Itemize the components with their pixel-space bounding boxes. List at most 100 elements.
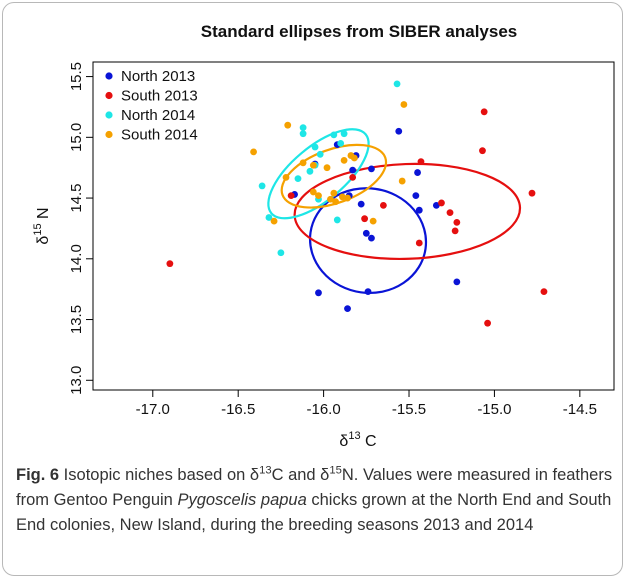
- legend-label: North 2014: [121, 107, 195, 124]
- legend-marker: [105, 130, 113, 139]
- siber-scatter-chart: Standard ellipses from SIBER analyses -1…: [32, 22, 615, 450]
- data-point: [379, 201, 387, 209]
- data-point: [479, 147, 486, 155]
- data-point: [480, 108, 488, 116]
- standard-ellipse: [308, 187, 428, 295]
- data-point: [309, 161, 317, 169]
- standard-ellipse: [293, 162, 522, 261]
- data-point: [299, 124, 307, 131]
- data-point: [364, 288, 372, 295]
- data-point: [330, 131, 338, 139]
- data-point: [323, 164, 331, 172]
- data-point: [349, 166, 357, 174]
- data-point: [311, 143, 319, 151]
- data-point: [344, 194, 351, 202]
- data-point: [451, 227, 459, 235]
- y-tick-label: 15.5: [68, 62, 85, 91]
- data-point: [166, 260, 174, 268]
- y-tick-label: 13.5: [68, 305, 85, 334]
- x-tick-label: -17.0: [136, 401, 170, 418]
- data-point: [344, 305, 351, 313]
- standard-ellipse: [280, 143, 388, 209]
- data-point: [340, 157, 348, 164]
- legend: North 2013 South 2013 North 2014 South 2014: [105, 68, 198, 144]
- figure-label: Fig. 6: [16, 466, 60, 484]
- data-point: [330, 189, 338, 197]
- y-axis-label-delta: δ: [35, 236, 52, 245]
- data-point: [432, 201, 440, 209]
- x-tick-label: -15.0: [477, 401, 511, 418]
- data-point: [299, 159, 307, 167]
- legend-marker: [105, 72, 113, 80]
- points-layer: [166, 80, 548, 327]
- y-axis-label-element: N: [35, 207, 52, 223]
- caption-superscript-1: 13: [259, 464, 272, 477]
- data-point: [327, 195, 334, 203]
- data-point: [361, 215, 369, 223]
- data-point: [270, 217, 278, 225]
- x-tick-label: -14.5: [563, 401, 597, 418]
- legend-marker: [105, 91, 113, 100]
- data-point: [453, 278, 461, 286]
- x-axis-label: δ13 C: [339, 430, 376, 450]
- data-point: [369, 217, 377, 225]
- data-point: [417, 158, 425, 166]
- y-axis: 13.0 13.5 14.0 14.5 15.0 15.5: [68, 62, 93, 395]
- y-tick-label: 15.0: [68, 123, 85, 152]
- data-point: [309, 188, 317, 196]
- data-point: [484, 319, 491, 327]
- data-point: [258, 182, 266, 190]
- data-point: [415, 206, 423, 214]
- data-point: [250, 148, 257, 156]
- data-point: [368, 234, 375, 242]
- data-point: [398, 177, 406, 185]
- caption-species-name: Pygoscelis papua: [177, 491, 307, 509]
- data-point: [400, 101, 408, 108]
- data-point: [287, 192, 295, 200]
- y-tick-label: 14.5: [68, 183, 85, 212]
- figure-caption: Fig. 6 Isotopic niches based on δ13C and…: [16, 463, 616, 538]
- chart-title: Standard ellipses from SIBER analyses: [201, 22, 518, 41]
- x-axis-label-delta: δ: [339, 433, 348, 450]
- x-tick-label: -15.5: [392, 401, 426, 418]
- data-point: [338, 193, 346, 201]
- caption-text-2: C and δ: [271, 466, 330, 484]
- data-point: [277, 249, 285, 257]
- legend-label: South 2014: [121, 127, 198, 144]
- data-point: [368, 165, 375, 173]
- x-axis: -17.0 -16.5 -16.0 -15.5 -15.0 -14.5: [136, 390, 597, 418]
- data-point: [299, 130, 307, 138]
- data-point: [332, 198, 339, 206]
- x-axis-label-element: C: [361, 433, 377, 450]
- data-point: [446, 209, 454, 217]
- data-point: [412, 192, 420, 200]
- x-axis-label-superscript: 13: [348, 430, 360, 442]
- data-point: [333, 216, 341, 224]
- data-point: [265, 214, 273, 221]
- data-point: [414, 169, 421, 176]
- data-point: [284, 121, 292, 129]
- data-point: [393, 80, 401, 88]
- data-point: [395, 127, 403, 135]
- caption-text-3: N. Values were measured in feathers from…: [16, 466, 613, 509]
- y-axis-label-superscript: 15: [32, 223, 44, 235]
- y-axis-label: δ15 N: [32, 207, 52, 244]
- data-point: [306, 167, 314, 175]
- legend-label: South 2013: [121, 88, 198, 105]
- x-tick-label: -16.5: [221, 401, 255, 418]
- y-tick-label: 13.0: [68, 366, 85, 395]
- data-point: [340, 130, 348, 138]
- y-tick-label: 14.0: [68, 244, 85, 273]
- data-point: [315, 192, 322, 200]
- data-point: [282, 174, 290, 181]
- data-point: [357, 200, 365, 208]
- data-point: [294, 175, 302, 183]
- legend-marker: [105, 111, 113, 119]
- data-point: [362, 229, 370, 237]
- caption-text-1: Isotopic niches based on δ: [59, 466, 260, 484]
- data-point: [540, 288, 548, 295]
- x-tick-label: -16.0: [307, 401, 341, 418]
- data-point: [438, 199, 445, 207]
- data-point: [415, 239, 423, 247]
